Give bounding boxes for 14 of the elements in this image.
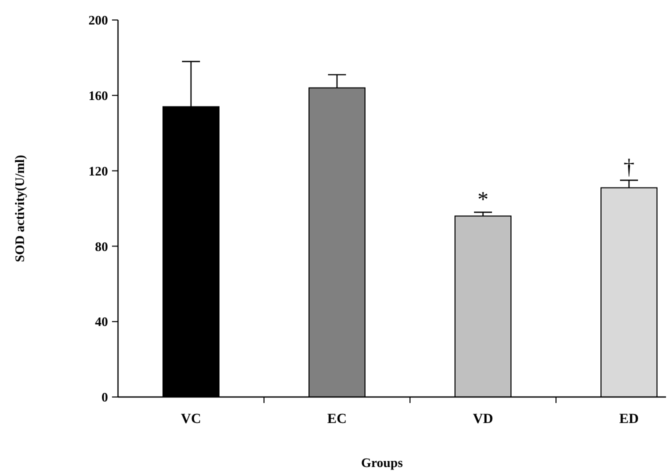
annotation: * (478, 186, 488, 212)
x-tick-label: EC (327, 412, 347, 427)
y-tick-label: 160 (88, 88, 108, 103)
y-tick-label: 200 (88, 12, 108, 28)
x-tick-label: VD (472, 412, 494, 427)
y-tick-label: 40 (95, 314, 108, 330)
y-axis-title: SOD activity(U/ml) (12, 154, 27, 262)
y-tick-label: 120 (88, 163, 108, 178)
annotation: † (624, 154, 634, 180)
y-tick-label: 0 (102, 390, 108, 405)
x-axis-title: Groups (361, 455, 403, 470)
y-tick-label: 80 (95, 238, 108, 254)
x-tick-label: VC (180, 412, 202, 427)
x-tick-label: ED (619, 412, 639, 427)
